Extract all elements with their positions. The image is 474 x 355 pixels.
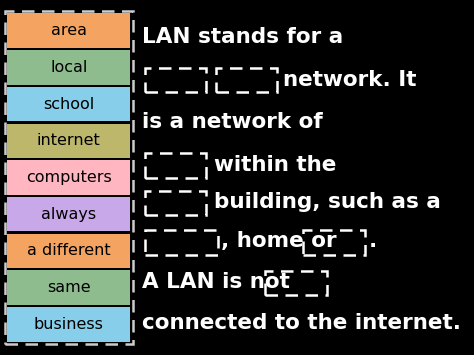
Text: building, such as a: building, such as a [214,192,441,212]
Text: within the: within the [214,155,337,175]
FancyBboxPatch shape [7,160,130,195]
FancyBboxPatch shape [7,87,130,121]
FancyBboxPatch shape [7,307,130,342]
FancyBboxPatch shape [7,124,130,158]
Text: .: . [369,231,377,251]
Text: local: local [50,60,87,75]
Text: school: school [43,97,94,111]
Text: A LAN is not: A LAN is not [142,272,290,292]
FancyBboxPatch shape [7,270,130,305]
FancyBboxPatch shape [7,234,130,268]
Text: area: area [51,23,87,38]
Text: a different: a different [27,244,110,258]
Text: LAN stands for a: LAN stands for a [142,27,344,47]
Text: computers: computers [26,170,111,185]
Text: always: always [41,207,96,222]
Text: same: same [47,280,91,295]
Text: is a network of: is a network of [142,113,323,132]
Text: internet: internet [37,133,100,148]
Text: connected to the internet.: connected to the internet. [142,313,461,333]
FancyBboxPatch shape [7,13,130,48]
Text: business: business [34,317,104,332]
FancyBboxPatch shape [7,50,130,85]
Text: network. It: network. It [283,70,417,90]
FancyBboxPatch shape [7,197,130,231]
Text: , home or: , home or [221,231,337,251]
